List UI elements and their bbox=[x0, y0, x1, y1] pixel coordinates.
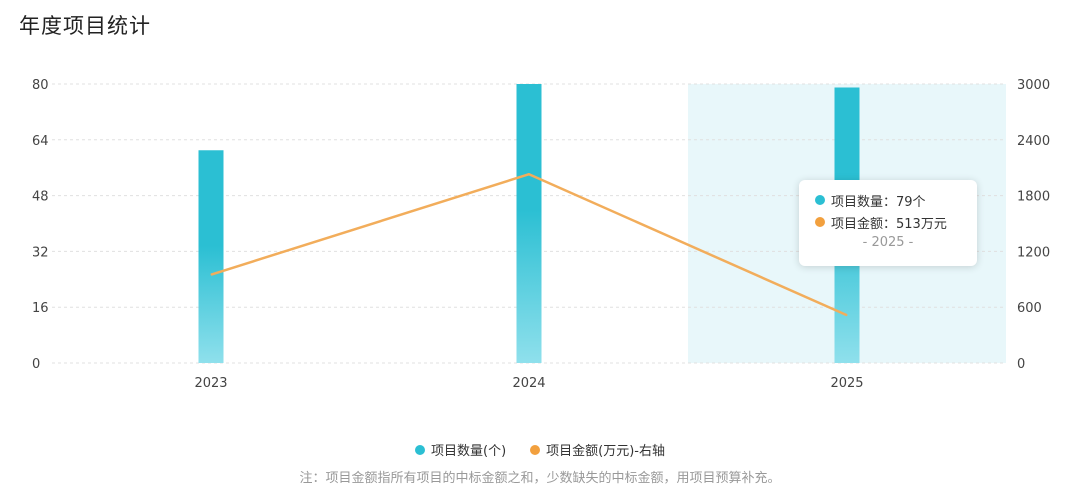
legend-amount-dot bbox=[530, 444, 541, 455]
x-axis-tick: 2023 bbox=[194, 376, 227, 391]
x-axis-tick: 2025 bbox=[830, 376, 863, 391]
left-axis-tick: 16 bbox=[32, 301, 49, 316]
x-axis-tick: 2024 bbox=[512, 376, 545, 391]
right-axis-tick: 600 bbox=[1017, 301, 1042, 316]
chart-tooltip: 项目数量：79个 项目金额：513万元 - 2025 - bbox=[799, 180, 977, 266]
left-axis-tick: 32 bbox=[32, 245, 49, 260]
legend-count-label: 项目数量(个) bbox=[431, 444, 507, 459]
bar-2024 bbox=[516, 84, 542, 363]
page-title: 年度项目统计 bbox=[19, 14, 151, 38]
left-axis-tick: 0 bbox=[32, 357, 40, 372]
legend-count-dot bbox=[415, 444, 425, 455]
bar-2023 bbox=[198, 150, 224, 363]
tooltip-amount-text: 项目金额：513万元 bbox=[831, 216, 947, 232]
legend-amount-label: 项目金额(万元)-右轴 bbox=[546, 444, 665, 459]
right-axis-tick: 3000 bbox=[1017, 78, 1050, 93]
tooltip-count-dot bbox=[815, 195, 825, 205]
left-axis-tick: 64 bbox=[32, 134, 49, 149]
legend-item-count[interactable]: 项目数量(个) bbox=[415, 440, 506, 459]
amount-point-2023 bbox=[210, 274, 212, 276]
right-axis-tick: 1800 bbox=[1017, 190, 1050, 205]
tooltip-row-count: 项目数量：79个 bbox=[815, 189, 977, 211]
chart-legend: 项目数量(个) 项目金额(万元)-右轴 bbox=[0, 440, 1080, 459]
left-axis-tick: 80 bbox=[32, 78, 49, 93]
right-axis-tick: 1200 bbox=[1017, 245, 1050, 260]
tooltip-amount-dot bbox=[815, 217, 825, 227]
tooltip-category: - 2025 - bbox=[862, 235, 914, 250]
tooltip-row-amount: 项目金额：513万元 bbox=[815, 211, 977, 233]
footnote: 注：项目金额指所有项目的中标金额之和，少数缺失的中标金额，用项目预算补充。 bbox=[299, 471, 781, 486]
legend-item-amount[interactable]: 项目金额(万元)-右轴 bbox=[530, 440, 665, 459]
right-axis-tick: 0 bbox=[1017, 357, 1025, 372]
amount-point-2025 bbox=[846, 314, 848, 316]
right-axis-tick: 2400 bbox=[1017, 134, 1050, 149]
left-axis-tick: 48 bbox=[32, 190, 49, 205]
tooltip-count-text: 项目数量：79个 bbox=[831, 194, 926, 210]
amount-point-2024 bbox=[528, 173, 530, 175]
